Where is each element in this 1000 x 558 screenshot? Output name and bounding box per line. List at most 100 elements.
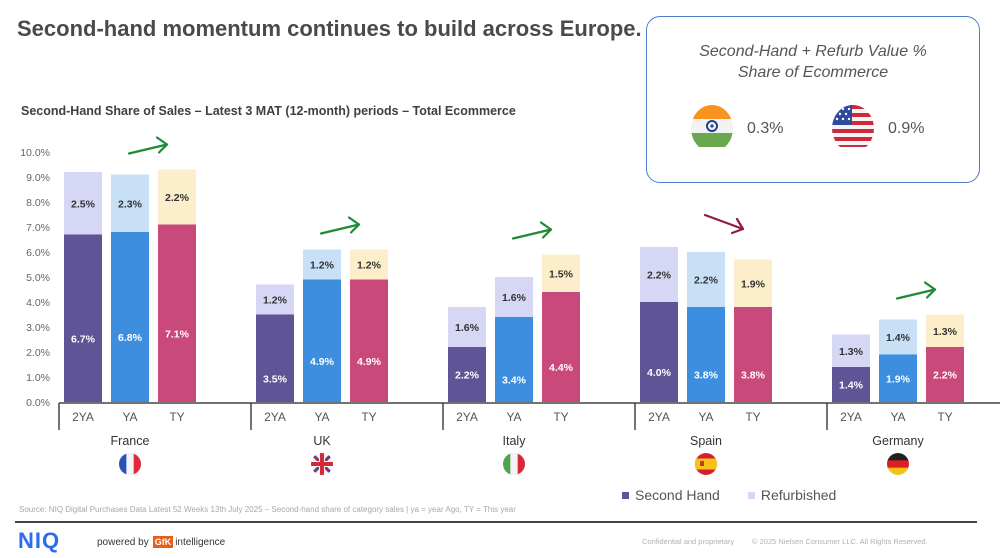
bar-refurbished [734,259,772,307]
y-axis: 0.0% 1.0% 2.0% 3.0% 4.0% 5.0% 6.0% 7.0% 8.0% 9.0%… [20,147,50,409]
trend-up-arrow-icon [319,216,361,235]
intelligence-text: intelligence [175,536,226,548]
data-label-second-hand: 6.7% [71,333,96,345]
data-label-refurbished: 1.3% [839,346,864,358]
y-tick-label: 0.0% [26,397,50,409]
x-tick-label: YA [314,410,329,424]
info-box-title: Second-Hand + Refurb Value % Share of Ec… [647,41,979,83]
bar-refurbished [350,249,388,280]
data-label-second-hand: 3.5% [263,373,288,385]
bar-refurbished [832,334,870,367]
trend-up-arrow-icon [511,221,553,240]
x-tick-label: TY [745,410,760,424]
x-tick-label: TY [361,410,376,424]
data-label-refurbished: 1.2% [263,295,288,307]
bar-refurbished [687,252,725,307]
usa-value: 0.9% [888,119,925,137]
france-flag-icon [119,453,141,475]
bar-second-hand [640,302,678,402]
bar-second-hand [64,234,102,402]
data-label-second-hand: 1.4% [839,380,864,392]
x-tick-label: YA [506,410,521,424]
stacked-bar-chart: 0.0% 1.0% 2.0% 3.0% 4.0% 5.0% 6.0% 7.0% 8.0% 9.0%… [20,136,1000,475]
data-label-refurbished: 1.6% [502,292,527,304]
bar-second-hand [495,317,533,402]
bar-second-hand [879,354,917,402]
x-tick-label: YA [122,410,137,424]
legend-label-refurbished: Refurbished [760,487,837,503]
data-label-second-hand: 4.9% [310,356,335,368]
x-tick-label: 2YA [72,410,94,424]
footer-divider [15,521,977,523]
info-item-usa: 0.9% [832,105,924,152]
x-tick-label: 2YA [840,410,862,424]
bar-refurbished [448,307,486,347]
x-tick-label: 2YA [264,410,286,424]
niq-logo: NIQ [18,528,61,553]
powered-by: powered by GfK intelligence [97,536,225,548]
bar-second-hand [926,347,964,402]
data-label-second-hand: 7.1% [165,328,190,340]
uk-flag-icon [311,453,333,475]
y-tick-label: 4.0% [26,297,50,309]
bar-second-hand [350,279,388,402]
x-tick-label: YA [698,410,713,424]
bar-refurbished [495,277,533,317]
data-label-refurbished: 2.2% [165,192,190,204]
bars: 6.7% 2.5% 6.8% 2.3% 7.1% 2.2% 3.5% 1.2% 4.9% 1.2%… [64,169,964,402]
bar-refurbished [542,254,580,292]
legend-item-second-hand: Second Hand [622,487,720,503]
trend-down-arrow-icon [703,213,745,235]
trend-up-arrow-icon [895,281,937,300]
bar-refurbished [640,247,678,302]
legend-label-second-hand: Second Hand [635,487,720,503]
spain-flag-icon [695,453,717,475]
data-label-refurbished: 2.3% [118,198,143,210]
data-label-refurbished: 1.9% [741,278,766,290]
country-label: Germany [872,434,924,448]
bar-second-hand [448,347,486,402]
bar-second-hand [687,307,725,402]
germany-flag-icon [887,453,909,475]
bar-refurbished [879,319,917,355]
legend-item-refurbished: Refurbished [747,487,837,503]
data-label-second-hand: 3.8% [741,370,766,382]
bar-second-hand [111,232,149,402]
data-label-refurbished: 1.2% [357,260,382,272]
data-label-second-hand: 4.0% [647,367,672,379]
y-tick-label: 5.0% [26,272,50,284]
bar-refurbished [303,249,341,280]
country-label: Spain [690,434,722,448]
country-label: UK [313,434,331,448]
bar-refurbished [111,174,149,232]
info-box-title-line2: Share of Ecommerce [737,64,889,81]
x-tick-label: TY [937,410,952,424]
data-label-second-hand: 1.9% [886,373,911,385]
bar-second-hand [303,279,341,402]
bar-refurbished [64,172,102,235]
data-label-refurbished: 1.5% [549,268,574,280]
info-item-india: 0.3% [691,105,783,152]
copyright-note: © 2025 Nielsen Consumer LLC. All Rights … [752,537,928,546]
gfk-logo: GfK [152,536,174,548]
bar-second-hand [832,367,870,402]
india-flag-icon [691,105,733,152]
data-label-refurbished: 2.2% [647,270,672,282]
data-label-refurbished: 1.3% [933,326,958,338]
data-label-refurbished: 1.2% [310,260,335,272]
trend-up-arrow-icon [127,136,169,155]
data-label-refurbished: 2.5% [71,198,96,210]
data-label-second-hand: 3.4% [502,375,527,387]
info-box: Second-Hand + Refurb Value % Share of Ec… [646,16,980,183]
x-tick-label: 2YA [456,410,478,424]
data-label-second-hand: 4.9% [357,356,382,368]
x-tick-label: TY [169,410,184,424]
trend-arrows [127,136,937,300]
y-tick-label: 10.0% [20,147,50,159]
bar-refurbished [256,284,294,315]
data-label-second-hand: 2.2% [455,370,480,382]
confidential-note: Confidential and proprietary [642,537,735,546]
x-tick-label: TY [553,410,568,424]
data-label-refurbished: 1.6% [455,322,480,334]
legend-swatch-refurbished [747,491,755,499]
